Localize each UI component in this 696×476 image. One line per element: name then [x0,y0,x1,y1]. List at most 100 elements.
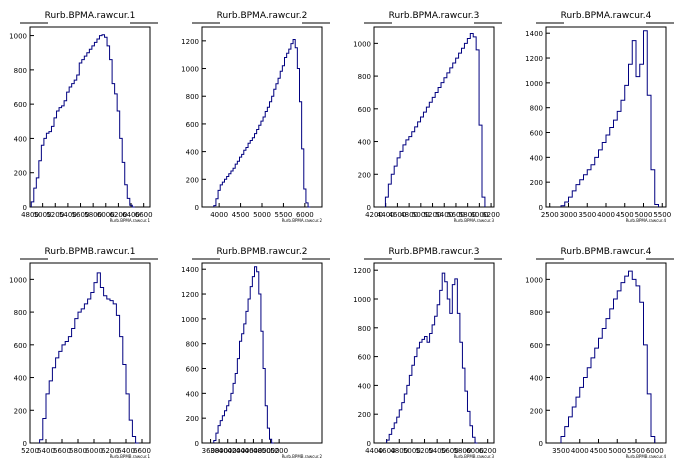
chart-title: Rurb.BPMB.rawcur.1 [45,247,136,257]
x-axis-label: Rurb.BPMA.rawcur.4 [626,218,667,223]
x-tick-label: 6000 [646,447,664,455]
y-tick-label: 400 [358,382,371,390]
histogram-panel-3: Rurb.BPMA.rawcur.30200400600800100042004… [353,11,502,223]
y-tick-label: 600 [186,121,199,129]
x-tick-label: 3800 [210,447,228,455]
y-tick-label: 1000 [525,276,543,284]
x-tick-label: 6600 [135,211,153,219]
y-tick-label: 0 [195,204,199,212]
y-tick-label: 400 [186,390,199,398]
x-tick-label: 6000 [470,211,488,219]
x-tick-label: 4000 [571,447,589,455]
y-tick-label: 800 [186,93,199,101]
x-tick-label: 4400 [236,447,254,455]
x-tick-label: 5000 [34,211,52,219]
y-tick-label: 1400 [181,266,199,274]
x-tick-label: 5000 [635,211,653,219]
y-tick-label: 200 [358,171,371,179]
y-tick-label: 1200 [525,55,543,63]
plot-frame [29,26,151,208]
histogram-panel-4: Rurb.BPMA.rawcur.4 0 200 400 600 800 1000 1200 1… [525,11,674,223]
x-tick-label: 4200 [365,211,383,219]
y-tick-label: 1000 [9,276,27,284]
y-tick-label: 200 [14,170,27,178]
y-tick-label: 600 [530,130,543,138]
x-tick-label: 4400 [365,447,383,455]
x-tick-label: 6000 [296,211,314,219]
y-tick-label: 600 [14,101,27,109]
y-tick-label: 1400 [525,30,543,38]
y-tick-label: 200 [530,407,543,415]
histogram-series [39,272,139,444]
histogram-series [213,38,311,208]
x-tick-label: 4600 [378,447,396,455]
y-tick-label: 1000 [181,316,199,324]
x-tick-label: 4600 [389,211,407,219]
x-tick-label: 4200 [227,447,245,455]
x-tick-label: 4800 [400,211,418,219]
y-tick-label: 400 [14,375,27,383]
y-tick-label: 1000 [353,40,371,48]
y-tick-label: 600 [186,366,199,374]
x-tick-label: 4500 [590,447,608,455]
x-tick-label: 6400 [117,447,135,455]
chart-title: Rurb.BPMB.rawcur.4 [561,247,652,257]
x-axis-label: Rurb.BPMA.rawcur.1 [110,218,151,223]
plot-frame [545,26,667,208]
y-tick-label: 800 [14,67,27,75]
histogram-series [560,30,659,207]
x-tick-label: 6600 [133,447,151,455]
y-tick-label: 200 [530,179,543,187]
plot-frame [373,262,495,444]
y-tick-label: 400 [530,375,543,383]
y-tick-label: 200 [186,415,199,423]
x-tick-label: 4500 [616,211,634,219]
x-tick-label: 5200 [416,447,434,455]
histogram-series [386,272,478,444]
y-tick-label: 800 [186,341,199,349]
y-tick-label: 800 [358,325,371,333]
y-tick-label: 800 [530,105,543,113]
x-tick-label: 5500 [653,211,671,219]
x-tick-label: 4000 [219,447,237,455]
x-tick-label: 5500 [275,211,293,219]
histogram-panel-6: Rurb.BPMB.rawcur.2 0 200 400 600 800 1000 1200 1… [181,247,330,459]
x-axis-label: Rurb.BPMB.rawcur.1 [110,454,151,459]
y-tick-label: 400 [186,149,199,157]
chart-title: Rurb.BPMA.rawcur.2 [217,11,308,21]
y-tick-label: 1000 [353,296,371,304]
x-tick-label: 5800 [459,211,477,219]
y-tick-label: 1200 [181,38,199,46]
y-tick-label: 0 [539,204,543,212]
x-tick-label: 6200 [482,211,500,219]
x-tick-label: 5500 [627,447,645,455]
plot-frame [373,26,495,208]
x-tick-label: 5000 [412,211,430,219]
x-tick-label: 6000 [85,447,103,455]
x-tick-label: 5800 [454,447,472,455]
x-tick-label: 5600 [72,211,90,219]
histogram-series [560,270,656,443]
x-tick-label: 6200 [110,211,128,219]
x-tick-label: 4000 [210,211,228,219]
y-tick-label: 800 [358,73,371,81]
x-tick-label: 6400 [122,211,140,219]
x-tick-label: 5000 [253,211,271,219]
y-tick-label: 200 [358,411,371,419]
x-tick-label: 5200 [270,447,288,455]
x-tick-label: 5600 [53,447,71,455]
histogram-panel-5: Rurb.BPMB.rawcur.10200400600800100052005… [9,247,158,459]
x-axis-label: Rurb.BPMB.rawcur.4 [626,454,667,459]
plot-frame [545,262,667,444]
histogram-panel-7: Rurb.BPMB.rawcur.3 0 200 400 600 800 1000 1200 4… [353,247,502,459]
x-tick-label: 5400 [59,211,77,219]
x-axis-label: Rurb.BPMA.rawcur.2 [282,218,323,223]
x-tick-label: 4800 [21,211,39,219]
x-tick-label: 4600 [245,447,263,455]
histogram-series [213,266,274,444]
x-tick-label: 5200 [424,211,442,219]
y-tick-label: 1200 [353,267,371,275]
y-tick-label: 1000 [525,80,543,88]
x-tick-label: 3500 [578,211,596,219]
